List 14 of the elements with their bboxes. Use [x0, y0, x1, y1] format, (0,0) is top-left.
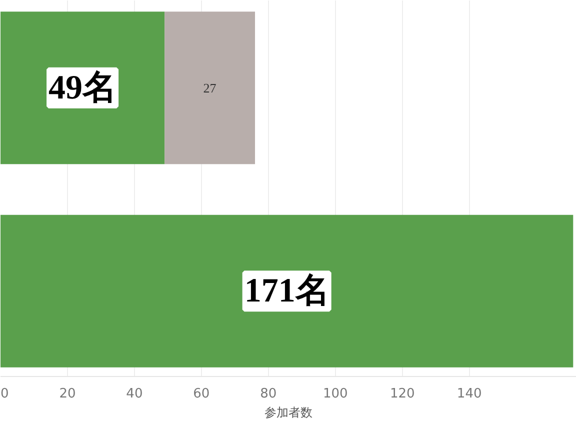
x-tick-label: 0 — [0, 386, 9, 402]
bar — [164, 12, 256, 164]
x-tick-label: 60 — [193, 386, 210, 402]
x-tick-label: 100 — [322, 386, 348, 402]
x-tick-label: 120 — [390, 386, 415, 402]
x-axis-title: 参加者数 — [264, 406, 312, 420]
data-label: 49名 — [48, 69, 117, 106]
x-tick-label: 80 — [260, 386, 277, 402]
data-label: 171名 — [244, 272, 330, 310]
bar — [0, 12, 165, 164]
x-tick-label: 40 — [126, 386, 143, 402]
data-label: 27 — [203, 80, 217, 96]
x-tick-label: 140 — [456, 386, 482, 402]
x-tick-label: 20 — [59, 386, 76, 402]
